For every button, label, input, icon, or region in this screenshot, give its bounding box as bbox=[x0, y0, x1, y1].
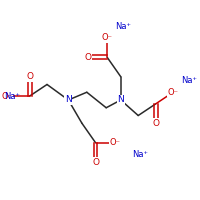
Text: N: N bbox=[117, 96, 124, 104]
Text: O: O bbox=[26, 72, 33, 81]
Text: O: O bbox=[92, 158, 99, 167]
Text: Na⁺: Na⁺ bbox=[4, 92, 20, 101]
Text: O⁻: O⁻ bbox=[109, 138, 120, 147]
Text: Na⁺: Na⁺ bbox=[181, 76, 197, 85]
Text: O⁻: O⁻ bbox=[102, 33, 113, 42]
Text: O: O bbox=[152, 119, 159, 128]
Text: Na⁺: Na⁺ bbox=[115, 22, 131, 31]
Text: O: O bbox=[84, 53, 91, 62]
Text: O⁻: O⁻ bbox=[168, 88, 179, 97]
Text: Na⁺: Na⁺ bbox=[132, 150, 148, 159]
Text: O⁻: O⁻ bbox=[1, 92, 12, 101]
Text: N: N bbox=[65, 96, 72, 104]
